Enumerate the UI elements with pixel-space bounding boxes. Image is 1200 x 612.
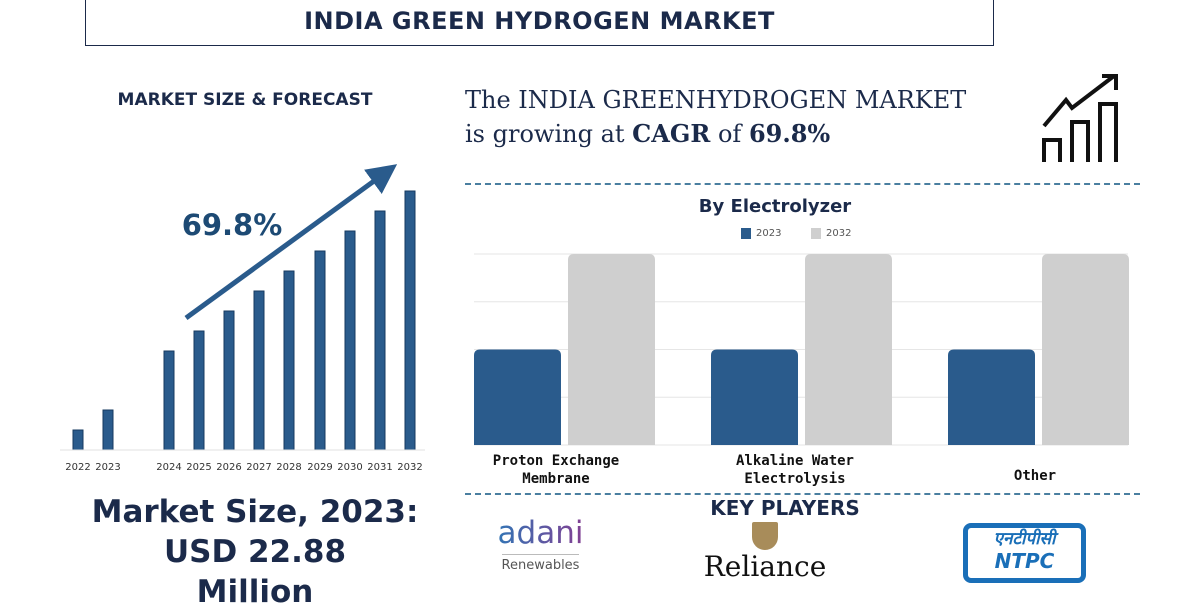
x-tick-label: 2025 <box>186 462 211 473</box>
of-word: of <box>717 120 742 148</box>
key-players-heading: KEY PLAYERS <box>710 496 860 520</box>
x-tick-label: 2028 <box>276 462 301 473</box>
x-tick-label: 2031 <box>367 462 392 473</box>
bar-alkaline-water-electrolysis-2023 <box>711 349 798 445</box>
x-tick-label: 2022 <box>65 462 90 473</box>
ntpc-logo: एनटीपीसी NTPC <box>963 523 1086 583</box>
category-other: Other <box>1013 468 1057 484</box>
divider-bottom <box>465 493 1140 495</box>
legend-2023: 2023 <box>741 228 781 239</box>
bar-proton-exchange-membrane-2023 <box>474 349 561 445</box>
growth-line1: The INDIA GREENHYDROGEN MARKET <box>465 86 967 114</box>
growth-prefix: is growing at <box>465 120 625 148</box>
adani-logo: adani Renewables <box>488 516 593 573</box>
x-tick-label: 2024 <box>156 462 181 473</box>
bar-proton-exchange-membrane-2032 <box>568 254 655 445</box>
growth-arrow <box>184 164 398 321</box>
market-size-line2: USD 22.88 <box>163 534 347 570</box>
electrolyzer-chart-title: By Electrolyzer <box>698 196 852 217</box>
reliance-logo: Reliance <box>690 522 840 584</box>
legend-label-2032: 2032 <box>826 228 852 239</box>
market-size-line1: Market Size, 2023: <box>91 494 419 530</box>
growth-statement: The INDIA GREENHYDROGEN MARKET is growin… <box>465 84 966 151</box>
page-title: INDIA GREEN HYDROGEN MARKET <box>304 7 775 35</box>
legend-swatch-2023 <box>741 228 751 239</box>
legend-2032: 2032 <box>811 228 851 239</box>
category-awe: Alkaline Water Electrolysis <box>735 453 854 487</box>
legend-label-2023: 2023 <box>756 228 782 239</box>
reliance-emblem-icon <box>752 522 778 550</box>
cagr-label: CAGR <box>632 119 711 148</box>
x-tick-label: 2023 <box>95 462 120 473</box>
cagr-value: 69.8% <box>748 119 831 148</box>
adani-wordmark: adani <box>488 516 593 550</box>
legend-swatch-2032 <box>811 228 821 239</box>
x-tick-label: 2026 <box>216 462 241 473</box>
cagr-annotation: 69.8% <box>182 208 283 242</box>
market-forecast-chart: 2022 2023 2024 2025 2026 2027 2028 2029 2030 2031… <box>60 164 425 473</box>
reliance-wordmark: Reliance <box>703 550 827 583</box>
bar-other-2032 <box>1042 254 1129 445</box>
x-tick-label: 2032 <box>397 462 422 473</box>
bar-other-2023 <box>948 349 1035 445</box>
growth-chart-icon <box>1042 74 1118 162</box>
x-tick-label: 2029 <box>307 462 332 473</box>
x-tick-label: 2030 <box>337 462 362 473</box>
divider-top <box>465 183 1140 185</box>
market-size-line3: Million <box>196 574 314 610</box>
market-size: Market Size, 2023: USD 22.88 Million <box>50 492 460 612</box>
market-forecast-heading: MARKET SIZE & FORECAST <box>117 90 373 110</box>
adani-sub: Renewables <box>501 558 580 573</box>
category-pem: Proton Exchange Membrane <box>492 453 620 487</box>
bar-alkaline-water-electrolysis-2032 <box>805 254 892 445</box>
electrolyzer-chart <box>474 253 1129 446</box>
title-box: INDIA GREEN HYDROGEN MARKET <box>85 0 994 46</box>
x-tick-label: 2027 <box>246 462 271 473</box>
